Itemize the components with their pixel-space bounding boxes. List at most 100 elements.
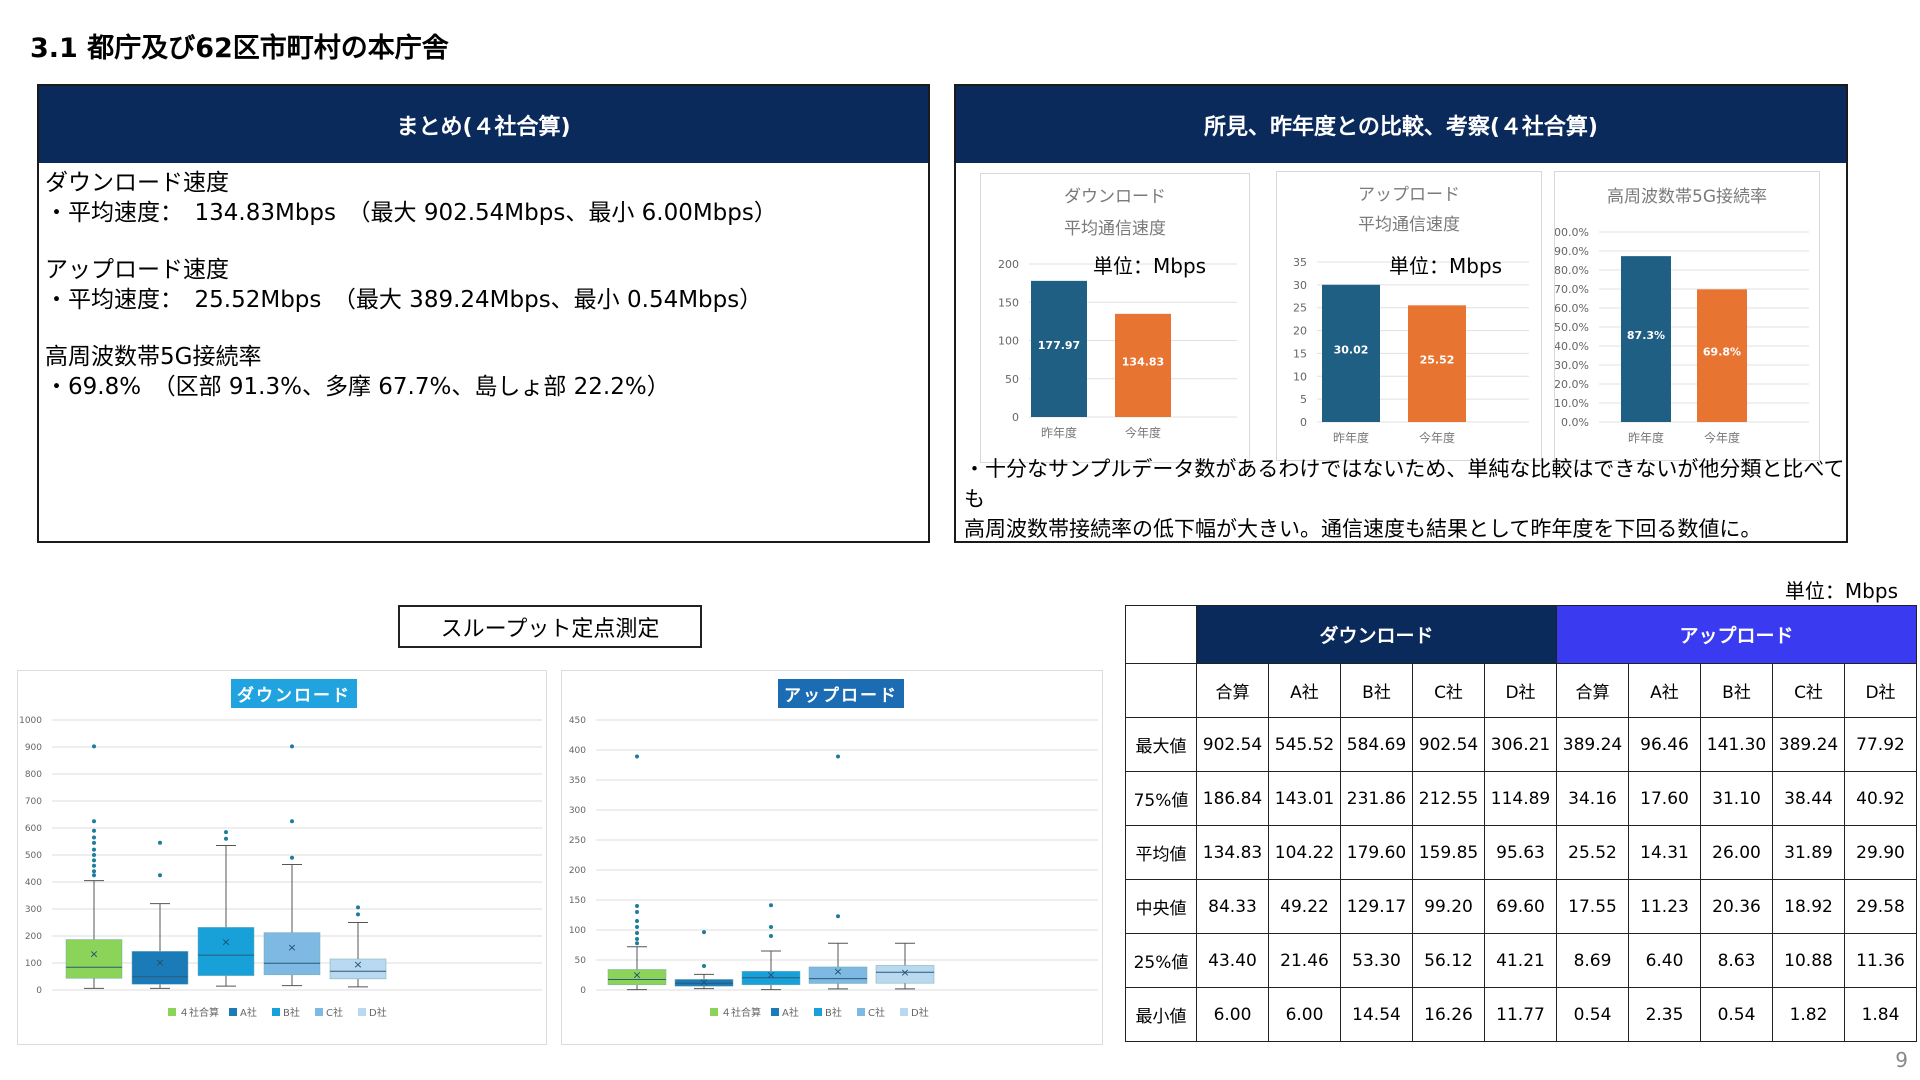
outlier-point bbox=[702, 964, 706, 968]
table-unit: 単位：Mbps bbox=[1784, 579, 1898, 603]
y-tick-label: 200 bbox=[25, 932, 42, 942]
mean-marker: × bbox=[632, 969, 641, 982]
y-tick-label: 150 bbox=[569, 896, 586, 906]
outlier-point bbox=[356, 912, 360, 917]
table-cell: 14.31 bbox=[1628, 825, 1701, 880]
table-cell: 6.00 bbox=[1196, 987, 1269, 1042]
outlier-point bbox=[92, 744, 96, 749]
y-tick-label: 100.0% bbox=[1555, 226, 1589, 239]
legend-label: C社 bbox=[868, 1006, 885, 1019]
outlier-point bbox=[290, 819, 294, 824]
row-header-blank bbox=[1125, 663, 1197, 718]
table-cell: 38.44 bbox=[1772, 771, 1845, 826]
table-cell: 545.52 bbox=[1268, 717, 1341, 772]
bar-chart-svg: 35 30 25 20 15 10 5 0 30.02 昨年度 25.52 今年度 bbox=[1293, 256, 1529, 445]
bar bbox=[1031, 280, 1087, 417]
y-tick-label: 100 bbox=[998, 335, 1019, 348]
outlier-point bbox=[92, 847, 96, 852]
download-group-header: ダウンロード bbox=[1196, 605, 1557, 664]
summary-header: まとめ(４社合算) bbox=[39, 86, 928, 163]
table-cell: 43.40 bbox=[1196, 933, 1269, 988]
row-label: 25%値 bbox=[1125, 933, 1197, 988]
y-tick-label: 800 bbox=[25, 770, 42, 780]
boxplot-title: ダウンロード bbox=[231, 679, 357, 708]
column-header: C社 bbox=[1412, 663, 1485, 718]
box bbox=[131, 951, 189, 985]
table-cell: 31.89 bbox=[1772, 825, 1845, 880]
download-title: ダウンロード速度 bbox=[45, 170, 229, 196]
table-cell: 902.54 bbox=[1196, 717, 1269, 772]
y-tick-label: 100 bbox=[25, 959, 42, 969]
bar bbox=[1322, 284, 1380, 422]
boxplot-svg: 450 400 350 300 250 200 150 100 50 0 × × × × × ４社合算 A社 B社… bbox=[569, 716, 1098, 1019]
y-tick-label: 200 bbox=[569, 866, 586, 876]
y-tick-label: 450 bbox=[569, 716, 586, 726]
outlier-point bbox=[92, 869, 96, 874]
table-cell: 0.54 bbox=[1556, 987, 1629, 1042]
y-tick-label: 80.0% bbox=[1555, 264, 1589, 277]
table-cell: 53.30 bbox=[1340, 933, 1413, 988]
y-tick-label: 5 bbox=[1300, 393, 1307, 406]
y-tick-label: 0 bbox=[1300, 416, 1307, 429]
bar bbox=[1408, 305, 1466, 422]
table-cell: 99.20 bbox=[1412, 879, 1485, 934]
summary-panel: まとめ(４社合算) ダウンロード速度 ・平均速度： 134.83Mbps （最大… bbox=[37, 84, 930, 543]
y-tick-label: 600 bbox=[25, 824, 42, 834]
table-cell: 10.88 bbox=[1772, 933, 1845, 988]
bar-chart-svg: 100.0% 90.0% 80.0% 70.0% 60.0% 50.0% 40.0% 30.0… bbox=[1547, 226, 1809, 445]
data-label: 25.52 bbox=[1420, 354, 1455, 367]
table-cell: 69.60 bbox=[1484, 879, 1557, 934]
table-cell: 306.21 bbox=[1484, 717, 1557, 772]
table-cell: 11.23 bbox=[1628, 879, 1701, 934]
table-cell: 31.10 bbox=[1700, 771, 1773, 826]
outlier-point bbox=[836, 914, 840, 919]
mean-marker: × bbox=[155, 956, 164, 969]
outlier-point bbox=[836, 754, 840, 759]
outlier-point bbox=[769, 903, 773, 908]
table-row: 中央値 84.33 49.22 129.17 99.20 69.60 17.55 11.23 2… bbox=[1125, 879, 1917, 934]
table-cell: 1.84 bbox=[1844, 987, 1917, 1042]
table-cell: 114.89 bbox=[1484, 771, 1557, 826]
table-cell: 16.26 bbox=[1412, 987, 1485, 1042]
fiveg-line: ・69.8% （区部 91.3%、多摩 67.7%、島しょ部 22.2%） bbox=[45, 374, 670, 400]
outlier-point bbox=[635, 941, 639, 946]
legend-label: C社 bbox=[326, 1006, 343, 1019]
y-tick-label: 900 bbox=[25, 743, 42, 753]
y-tick-label: 300 bbox=[25, 905, 42, 915]
column-header: A社 bbox=[1628, 663, 1701, 718]
table-cell: 29.58 bbox=[1844, 879, 1917, 934]
y-tick-label: 100 bbox=[569, 926, 586, 936]
table-cell: 212.55 bbox=[1412, 771, 1485, 826]
table-cell: 104.22 bbox=[1268, 825, 1341, 880]
x-tick-label: 昨年度 bbox=[1041, 425, 1077, 440]
upload-group-header: アップロード bbox=[1556, 605, 1917, 664]
legend-swatch bbox=[857, 1008, 865, 1016]
table-row: 最大値 902.54 545.52 584.69 902.54 306.21 389.24 9… bbox=[1125, 717, 1917, 772]
legend-swatch bbox=[814, 1008, 822, 1016]
table-row: 25%値 43.40 21.46 53.30 56.12 41.21 8.69 6.40 8.6… bbox=[1125, 933, 1917, 988]
data-label: 134.83 bbox=[1122, 355, 1164, 368]
table-cell: 141.30 bbox=[1700, 717, 1773, 772]
y-tick-label: 0 bbox=[36, 986, 42, 996]
row-label: 中央値 bbox=[1125, 879, 1197, 934]
bar-chart-svg: 200 150 100 50 0 177.97 昨年度 134.83 今年度 bbox=[998, 258, 1237, 440]
outlier-point bbox=[290, 744, 294, 749]
bar bbox=[1115, 313, 1171, 417]
box bbox=[263, 932, 321, 976]
outlier-point bbox=[92, 835, 96, 840]
upload-line: ・平均速度： 25.52Mbps （最大 389.24Mbps、最小 0.54M… bbox=[45, 287, 763, 313]
table-cell: 902.54 bbox=[1412, 717, 1485, 772]
table-body: 最大値 902.54 545.52 584.69 902.54 306.21 389.24 9… bbox=[1125, 717, 1917, 1042]
outlier-point bbox=[635, 925, 639, 929]
y-tick-label: 15 bbox=[1293, 347, 1307, 360]
y-tick-label: 30.0% bbox=[1555, 359, 1589, 372]
outlier-point bbox=[635, 937, 639, 941]
y-tick-label: 90.0% bbox=[1555, 245, 1589, 258]
y-tick-label: 50 bbox=[1005, 373, 1019, 386]
table-cell: 95.63 bbox=[1484, 825, 1557, 880]
y-tick-label: 20.0% bbox=[1555, 378, 1589, 391]
legend-label: A社 bbox=[240, 1006, 257, 1019]
fiveg-bar-chart: 高周波数帯5G接続率 100.0% 90.0% 80.0% 70.0% 60.0% 50.… bbox=[1547, 171, 1820, 461]
table-cell: 11.77 bbox=[1484, 987, 1557, 1042]
outlier-point bbox=[635, 931, 639, 935]
